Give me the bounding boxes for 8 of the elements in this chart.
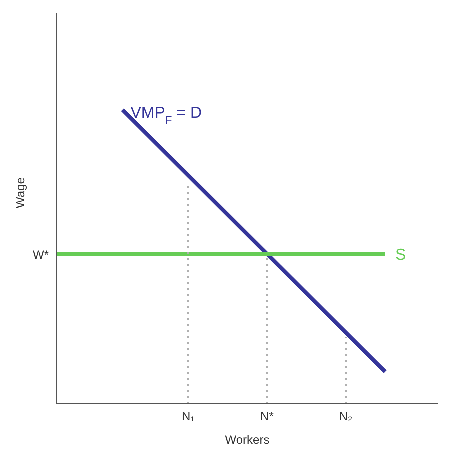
series-label: VMP$_{F}$ = D <box>130 105 202 128</box>
text: W* <box>33 248 50 262</box>
x-tick-label: N₂ <box>339 410 354 424</box>
series-label: S <box>395 247 406 264</box>
x-axis-title: Workers <box>225 433 270 447</box>
y-axis-title: Wage <box>13 177 28 208</box>
x-tick-label: N* <box>260 410 274 424</box>
x-tick-label: N₁ <box>182 410 195 424</box>
